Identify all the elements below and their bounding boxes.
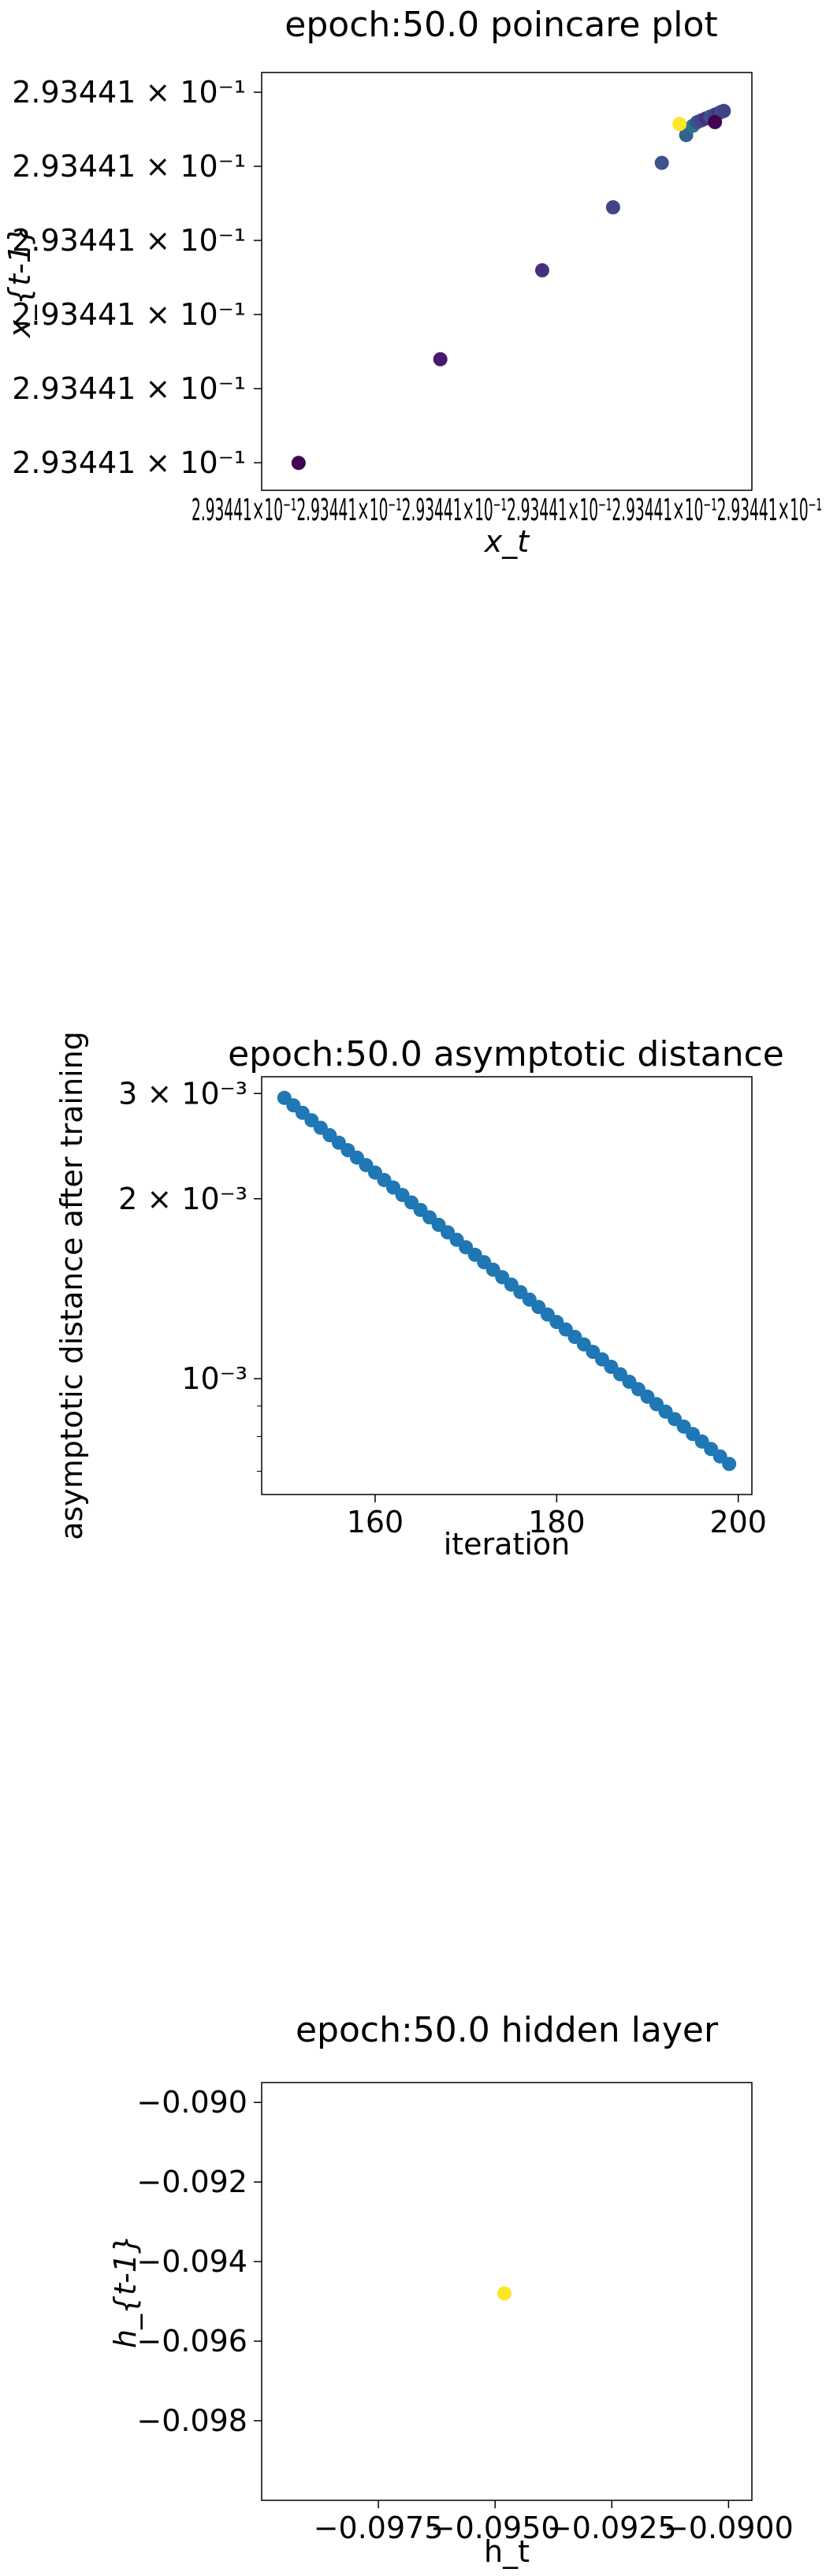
hidden-x-ticks: −0.0975−0.0950−0.0925−0.0900 [314, 2500, 794, 2545]
asymptotic-ytick-label: 3 × 10⁻³ [118, 1076, 247, 1111]
poincare-ytick-label: 2.93441 × 10⁻¹ [12, 371, 246, 406]
asymptotic-xtick-label: 180 [528, 1505, 586, 1539]
hidden-ylabel: h_{t-1} [108, 2235, 143, 2348]
poincare-point [716, 103, 731, 118]
hidden-xlabel: h_t [484, 2534, 530, 2569]
asymptotic-xlabel: iteration [444, 1527, 571, 1562]
asymptotic-distance-plot: epoch:50.0 asymptotic distance 160 180 200… [54, 1031, 784, 1562]
poincare-point [708, 114, 723, 129]
poincare-point [654, 155, 669, 170]
asymptotic-xtick-label: 160 [347, 1505, 404, 1539]
hidden-xtick-label: −0.0900 [664, 2511, 794, 2545]
hidden-xtick-label: −0.0975 [314, 2511, 444, 2545]
poincare-ytick-label: 2.93441 × 10⁻¹ [12, 75, 246, 110]
hidden-layer-plot: epoch:50.0 hidden layer −0.0975−0.0950−0… [108, 2010, 794, 2569]
poincare-ytick-label: 2.93441 × 10⁻¹ [12, 445, 246, 480]
hidden-ytick-label: −0.092 [136, 2165, 247, 2199]
hidden-ytick-label: −0.096 [136, 2324, 247, 2358]
poincare-point [534, 262, 549, 277]
poincare-points [291, 103, 731, 471]
poincare-x-ticklabels: 2.93441×10⁻¹2.93441×10⁻¹2.93441×10⁻¹2.93… [192, 493, 822, 527]
asymptotic-ylabel: asymptotic distance after training [54, 1031, 89, 1540]
hidden-ytick-label: −0.098 [136, 2403, 247, 2438]
poincare-point [291, 456, 306, 471]
poincare-title: epoch:50.0 poincare plot [285, 5, 717, 45]
hidden-point [497, 2286, 512, 2301]
hidden-points [497, 2286, 512, 2301]
poincare-plot: epoch:50.0 poincare plot 2.93441 × 10⁻¹2… [2, 5, 822, 559]
asymptotic-title: epoch:50.0 asymptotic distance [228, 1034, 784, 1074]
asymptotic-axes-frame [261, 1076, 753, 1495]
hidden-ytick-label: −0.094 [136, 2244, 247, 2279]
asymptotic-xtick-label: 200 [709, 1505, 767, 1539]
hidden-axes-frame [261, 2082, 753, 2501]
asymptotic-ytick-label: 2 × 10⁻³ [118, 1182, 247, 1216]
asymptotic-y-ticks: 3 × 10⁻³ 2 × 10⁻³ 10⁻³ [118, 1076, 262, 1472]
asymptotic-ytick-label: 10⁻³ [181, 1361, 247, 1396]
poincare-ylabel: x_{t-1} [2, 225, 37, 339]
poincare-y-ticks: 2.93441 × 10⁻¹ 2.93441 × 10⁻¹ 2.93441 × 10… [12, 75, 262, 480]
poincare-ytick-label: 2.93441 × 10⁻¹ [12, 223, 246, 258]
asymptotic-x-ticks: 160 180 200 [347, 1495, 767, 1539]
poincare-point [605, 200, 620, 214]
asymptotic-point [722, 1457, 737, 1472]
hidden-y-ticks: −0.090 −0.092 −0.094 −0.096 −0.098 [136, 2085, 262, 2438]
poincare-point [433, 352, 448, 367]
hidden-xtick-label: −0.0925 [547, 2511, 677, 2545]
hidden-xtick-label: −0.0950 [430, 2511, 560, 2545]
poincare-xlabel: x_t [484, 524, 530, 559]
poincare-point [672, 117, 687, 132]
poincare-ytick-label: 2.93441 × 10⁻¹ [12, 297, 246, 332]
hidden-ytick-label: −0.090 [136, 2085, 247, 2120]
poincare-axes-frame [261, 72, 753, 491]
asymptotic-points [277, 1090, 737, 1472]
poincare-ytick-label: 2.93441 × 10⁻¹ [12, 149, 246, 184]
hidden-title: epoch:50.0 hidden layer [296, 2010, 719, 2050]
